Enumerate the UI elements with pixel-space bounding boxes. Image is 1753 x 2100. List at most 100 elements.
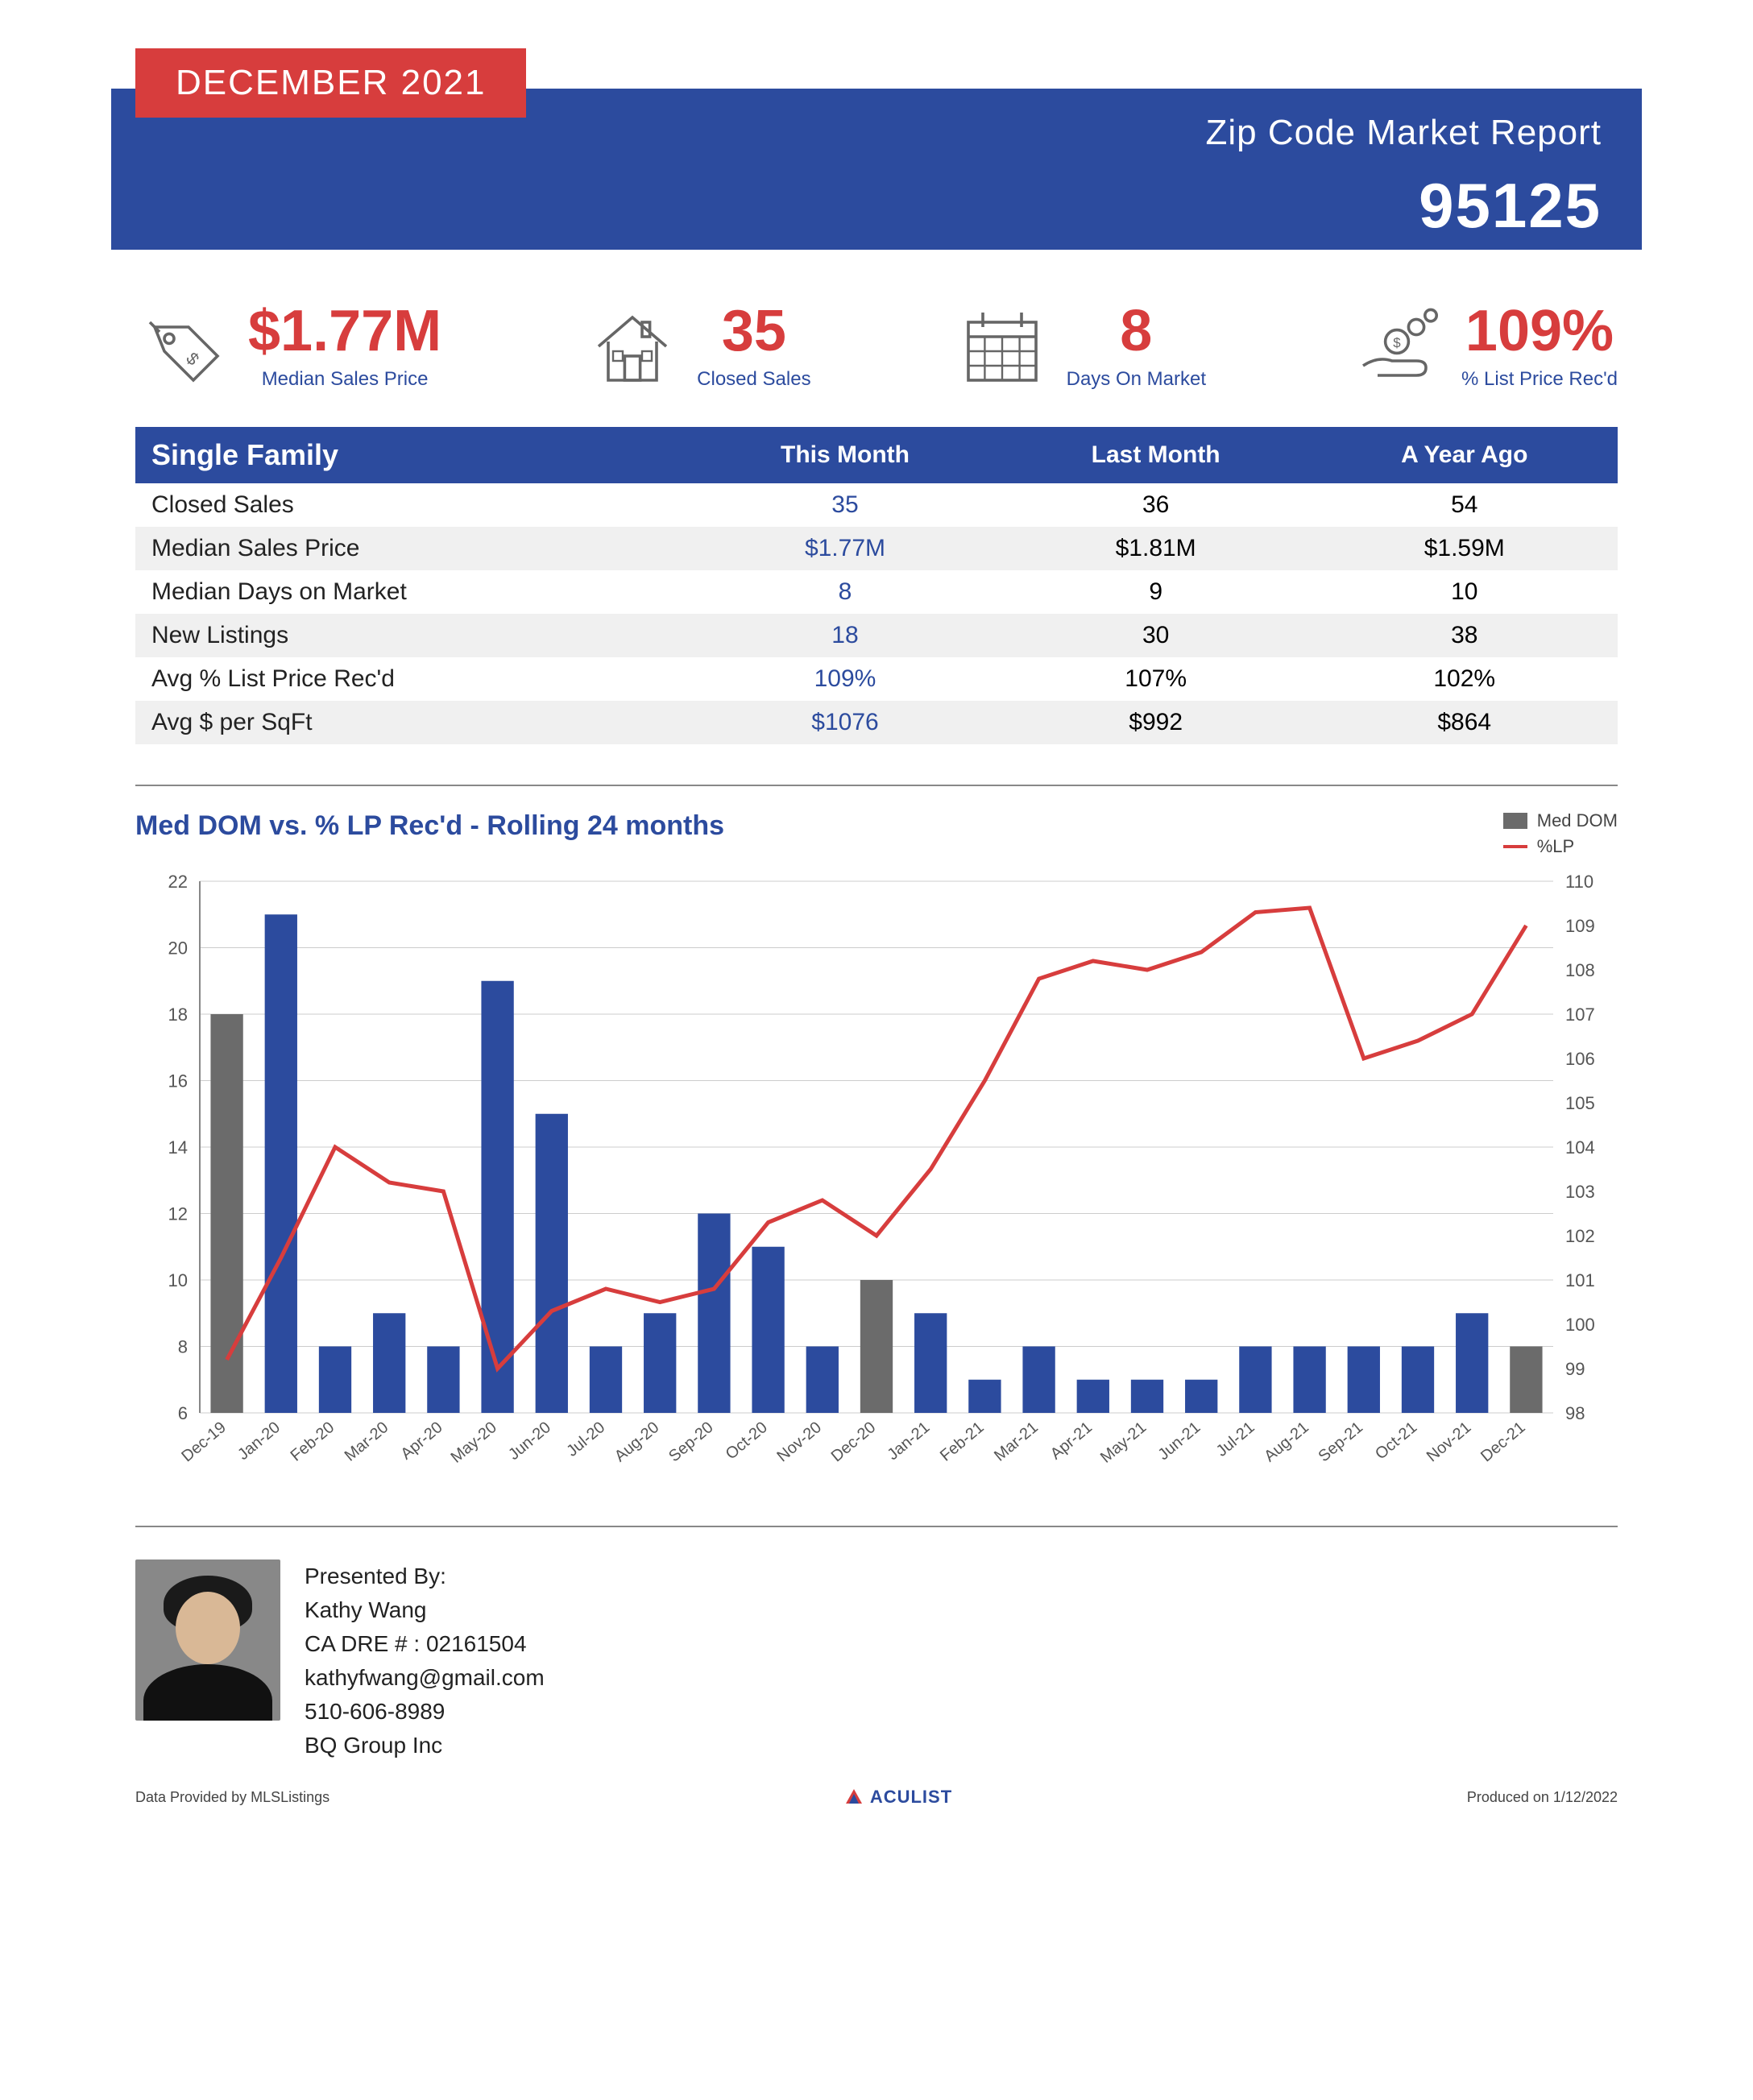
table-header-row: Single Family This Month Last Month A Ye… — [135, 427, 1618, 483]
svg-text:100: 100 — [1565, 1315, 1595, 1335]
svg-text:Nov-20: Nov-20 — [773, 1419, 825, 1465]
svg-text:$: $ — [182, 348, 203, 369]
brand-name: ACULIST — [870, 1787, 952, 1808]
svg-text:8: 8 — [178, 1337, 188, 1357]
table-cell: 109% — [690, 657, 1001, 701]
svg-text:12: 12 — [168, 1204, 188, 1224]
svg-text:Jun-20: Jun-20 — [505, 1419, 554, 1464]
svg-text:Jan-21: Jan-21 — [884, 1419, 933, 1464]
chart-legend: Med DOM %LP — [1503, 810, 1618, 857]
table-cell: $1.77M — [690, 527, 1001, 570]
table-cell: $992 — [1001, 701, 1312, 744]
brand-logo-icon — [844, 1787, 864, 1807]
svg-text:Apr-21: Apr-21 — [1047, 1419, 1096, 1463]
data-provider: Data Provided by MLSListings — [135, 1789, 329, 1806]
legend-bar-label: Med DOM — [1537, 810, 1618, 831]
svg-text:6: 6 — [178, 1403, 188, 1423]
kpi-value: 109% — [1461, 302, 1618, 360]
svg-text:Nov-21: Nov-21 — [1424, 1419, 1475, 1465]
svg-text:Feb-20: Feb-20 — [288, 1419, 338, 1465]
kpi-list-price: $ 109% % List Price Rec'd — [1349, 298, 1618, 395]
svg-text:106: 106 — [1565, 1049, 1595, 1069]
svg-text:Mar-20: Mar-20 — [342, 1419, 392, 1465]
calendar-icon — [954, 298, 1051, 395]
presenter-license: CA DRE # : 02161504 — [305, 1627, 545, 1661]
svg-text:110: 110 — [1565, 872, 1593, 892]
table-cell: $1076 — [690, 701, 1001, 744]
table-cell: 38 — [1312, 614, 1618, 657]
table-cell: $864 — [1312, 701, 1618, 744]
combo-chart: 6810121416182022989910010110210310410510… — [135, 865, 1618, 1510]
svg-text:Sep-20: Sep-20 — [665, 1419, 717, 1465]
svg-text:Jul-21: Jul-21 — [1213, 1419, 1258, 1460]
svg-text:Aug-21: Aug-21 — [1261, 1419, 1312, 1465]
svg-text:$: $ — [1393, 335, 1401, 350]
table-cell: New Listings — [135, 614, 690, 657]
kpi-row: $ $1.77M Median Sales Price 35 Closed Sa… — [111, 274, 1642, 427]
kpi-days-on-market: 8 Days On Market — [954, 298, 1206, 395]
table-cell: Median Days on Market — [135, 570, 690, 614]
svg-text:Sep-21: Sep-21 — [1315, 1419, 1366, 1465]
svg-text:Aug-20: Aug-20 — [611, 1419, 663, 1465]
svg-text:105: 105 — [1565, 1093, 1595, 1113]
svg-text:May-21: May-21 — [1097, 1419, 1150, 1467]
svg-text:22: 22 — [168, 872, 188, 892]
presenter-block: Presented By: Kathy Wang CA DRE # : 0216… — [111, 1543, 1642, 1779]
presenter-name: Kathy Wang — [305, 1593, 545, 1627]
table-row: Median Sales Price$1.77M$1.81M$1.59M — [135, 527, 1618, 570]
presenter-email: kathyfwang@gmail.com — [305, 1661, 545, 1695]
date-badge: DECEMBER 2021 — [135, 48, 526, 118]
data-table: Single Family This Month Last Month A Ye… — [111, 427, 1642, 744]
table-cell: Median Sales Price — [135, 527, 690, 570]
svg-text:10: 10 — [168, 1270, 188, 1290]
table-cell: Avg % List Price Rec'd — [135, 657, 690, 701]
svg-text:20: 20 — [168, 938, 188, 959]
table-cell: 8 — [690, 570, 1001, 614]
legend-line-swatch — [1503, 845, 1527, 848]
th: Single Family — [135, 427, 690, 483]
table-cell: 54 — [1312, 483, 1618, 527]
zip-code: 95125 — [151, 169, 1602, 242]
svg-text:Oct-21: Oct-21 — [1372, 1419, 1420, 1463]
svg-text:102: 102 — [1565, 1226, 1595, 1246]
kpi-label: % List Price Rec'd — [1461, 368, 1618, 391]
brand: ACULIST — [844, 1787, 952, 1808]
svg-text:98: 98 — [1565, 1403, 1585, 1423]
report-title: Zip Code Market Report — [151, 113, 1602, 153]
table-row: New Listings183038 — [135, 614, 1618, 657]
table-row: Median Days on Market8910 — [135, 570, 1618, 614]
table-cell: Avg $ per SqFt — [135, 701, 690, 744]
svg-text:Mar-21: Mar-21 — [991, 1419, 1042, 1465]
table-cell: 9 — [1001, 570, 1312, 614]
legend-line-label: %LP — [1537, 836, 1574, 857]
svg-text:14: 14 — [168, 1137, 188, 1158]
report-page: DECEMBER 2021 Zip Code Market Report 951… — [111, 48, 1642, 1808]
house-icon — [584, 298, 681, 395]
table-row: Avg % List Price Rec'd109%107%102% — [135, 657, 1618, 701]
table-cell: 35 — [690, 483, 1001, 527]
svg-text:Dec-21: Dec-21 — [1477, 1419, 1529, 1465]
table-cell: 30 — [1001, 614, 1312, 657]
svg-text:Dec-19: Dec-19 — [178, 1419, 230, 1465]
chart-section: Med DOM vs. % LP Rec'd - Rolling 24 mont… — [135, 785, 1618, 1510]
svg-text:109: 109 — [1565, 916, 1595, 936]
kpi-value: 8 — [1067, 302, 1206, 360]
kpi-value: $1.77M — [248, 302, 441, 360]
svg-text:16: 16 — [168, 1071, 188, 1091]
svg-text:May-20: May-20 — [448, 1419, 500, 1467]
svg-text:Apr-20: Apr-20 — [397, 1419, 446, 1463]
kpi-value: 35 — [697, 302, 810, 360]
legend-bar-swatch — [1503, 813, 1527, 829]
svg-text:Dec-20: Dec-20 — [828, 1419, 880, 1465]
presented-by: Presented By: — [305, 1559, 545, 1593]
svg-text:101: 101 — [1565, 1270, 1595, 1290]
produced-on: Produced on 1/12/2022 — [1467, 1789, 1618, 1806]
table-cell: 102% — [1312, 657, 1618, 701]
th: Last Month — [1001, 427, 1312, 483]
presenter-phone: 510-606-8989 — [305, 1695, 545, 1729]
table-cell: $1.59M — [1312, 527, 1618, 570]
kpi-median-price: $ $1.77M Median Sales Price — [135, 298, 441, 395]
header: DECEMBER 2021 Zip Code Market Report 951… — [111, 48, 1642, 274]
svg-text:107: 107 — [1565, 1004, 1595, 1025]
presenter-photo — [135, 1559, 280, 1721]
